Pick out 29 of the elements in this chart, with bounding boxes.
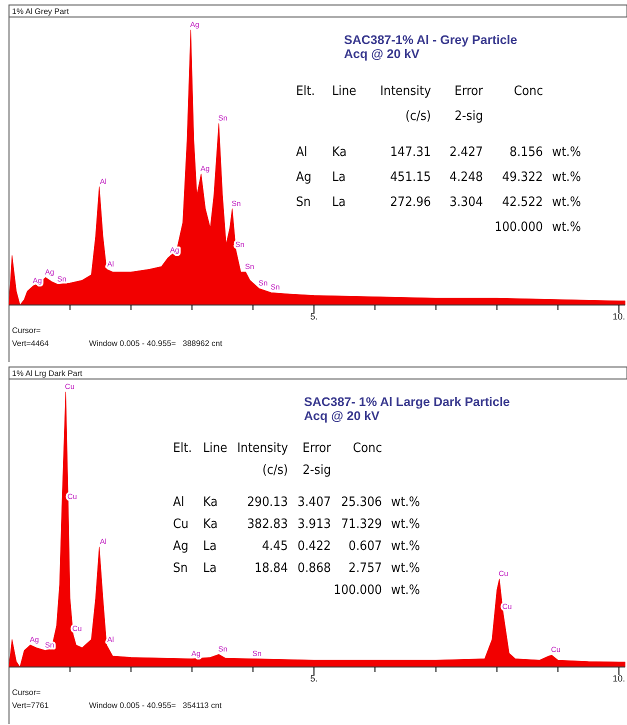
chart-title: 1% Al Lrg Dark Part — [12, 369, 84, 378]
chart-title: 1% Al Grey Part — [12, 7, 70, 16]
x-tick-label: 5. — [310, 673, 318, 684]
annotation: 100.000 wt.% — [334, 583, 420, 598]
text: Cursor= — [12, 326, 42, 335]
x-tick-label: 10. — [612, 311, 626, 322]
chart-subtitle: SAC387- 1% Al Large Dark Particle — [304, 395, 510, 409]
annotation: Acq @ 20 kV — [304, 409, 380, 423]
text: Elt. Line Intensity Error Conc — [173, 441, 382, 456]
text: Cursor= — [12, 688, 42, 697]
text: Vert=4464 — [12, 339, 50, 348]
annotation: (c/s) 2-sig — [262, 463, 331, 478]
text: Window 0.005 - 40.955= 388962 cnt — [89, 339, 223, 348]
annotation: 100.000 wt.% — [494, 220, 581, 235]
x-tick-label: 5. — [310, 311, 318, 322]
text: Window 0.005 - 40.955= 354113 cnt — [89, 701, 222, 710]
text: (c/s) 2-sig — [405, 109, 483, 124]
chart-subtitle: SAC387-1% Al - Grey Particle — [344, 33, 518, 47]
text: Al Ka 290.13 3.407 25.306 wt.% — [173, 495, 420, 510]
text: Ag La 4.45 0.422 0.607 wt.% — [173, 539, 420, 554]
annotation: Acq @ 20 kV — [344, 47, 420, 61]
text: Al Ka 147.31 2.427 8.156 wt.% — [296, 145, 581, 160]
text: Sn La 18.84 0.868 2.757 wt.% — [173, 561, 420, 576]
text: Vert=7761 — [12, 701, 50, 710]
text: Sn La 272.96 3.304 42.522 wt.% — [296, 195, 581, 210]
text: Elt. Line Intensity Error Conc — [296, 84, 543, 99]
x-tick-label: 10. — [612, 673, 626, 684]
text: Ag La 451.15 4.248 49.322 wt.% — [296, 170, 581, 185]
text: Cu Ka 382.83 3.913 71.329 wt.% — [173, 517, 420, 532]
